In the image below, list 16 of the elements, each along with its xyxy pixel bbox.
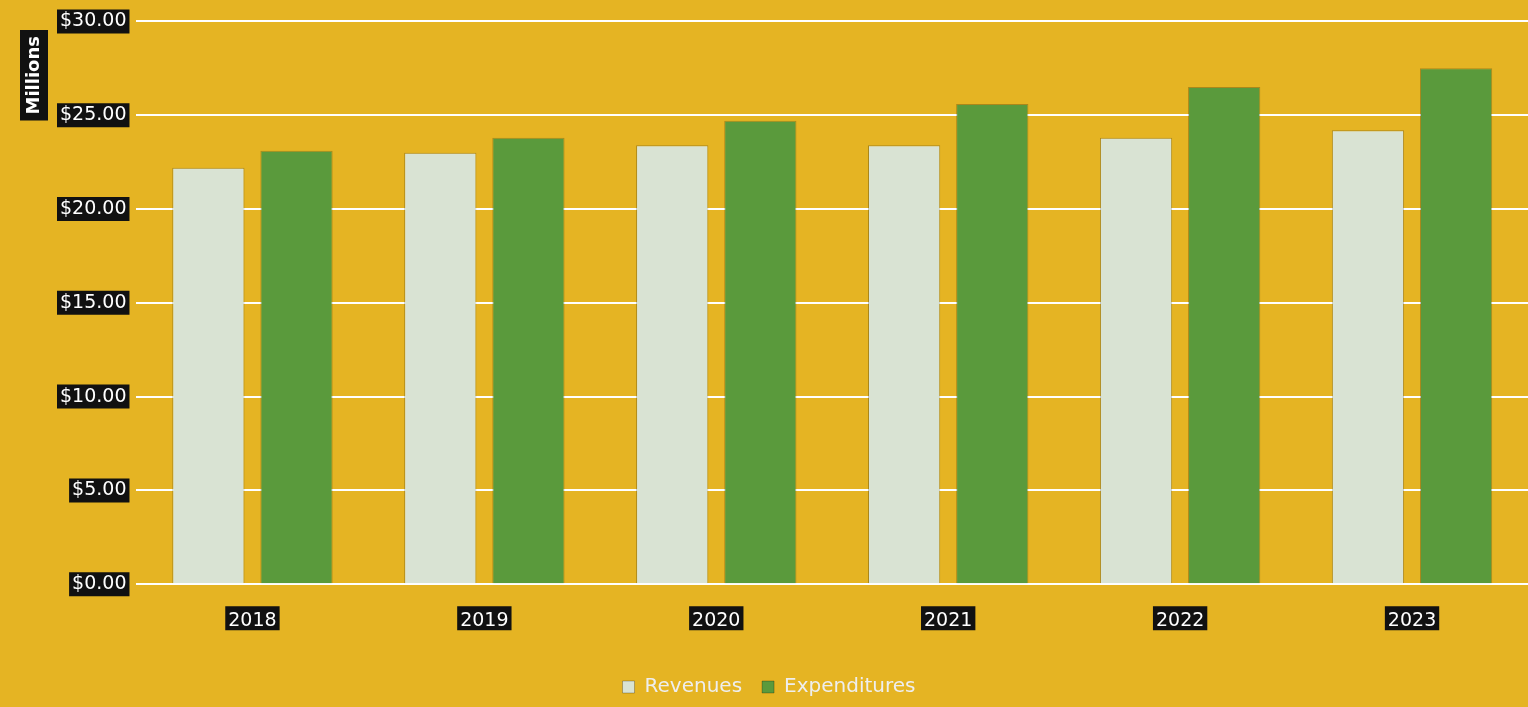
y-tick-label: $25.00	[60, 102, 127, 125]
legend-label: Expenditures	[784, 673, 916, 698]
legend-label: Revenues	[644, 673, 743, 698]
y-tick-label: $30.00	[60, 8, 127, 31]
y-tick-label: $5.00	[72, 477, 127, 500]
x-tick-label: 2019	[460, 607, 509, 630]
x-tick-label: 2018	[228, 607, 277, 630]
y-tick-label: $15.00	[60, 289, 127, 312]
y-tick-label: $0.00	[72, 571, 127, 594]
x-tick-label: 2021	[924, 607, 973, 630]
y-axis-title: Millions	[21, 35, 43, 115]
x-tick-label: 2023	[1387, 607, 1437, 630]
y-tick-label: $10.00	[60, 383, 127, 406]
x-tick-label: 2022	[1155, 607, 1205, 630]
x-tick-label: 2020	[692, 607, 741, 630]
y-tick-label: $20.00	[60, 195, 127, 218]
